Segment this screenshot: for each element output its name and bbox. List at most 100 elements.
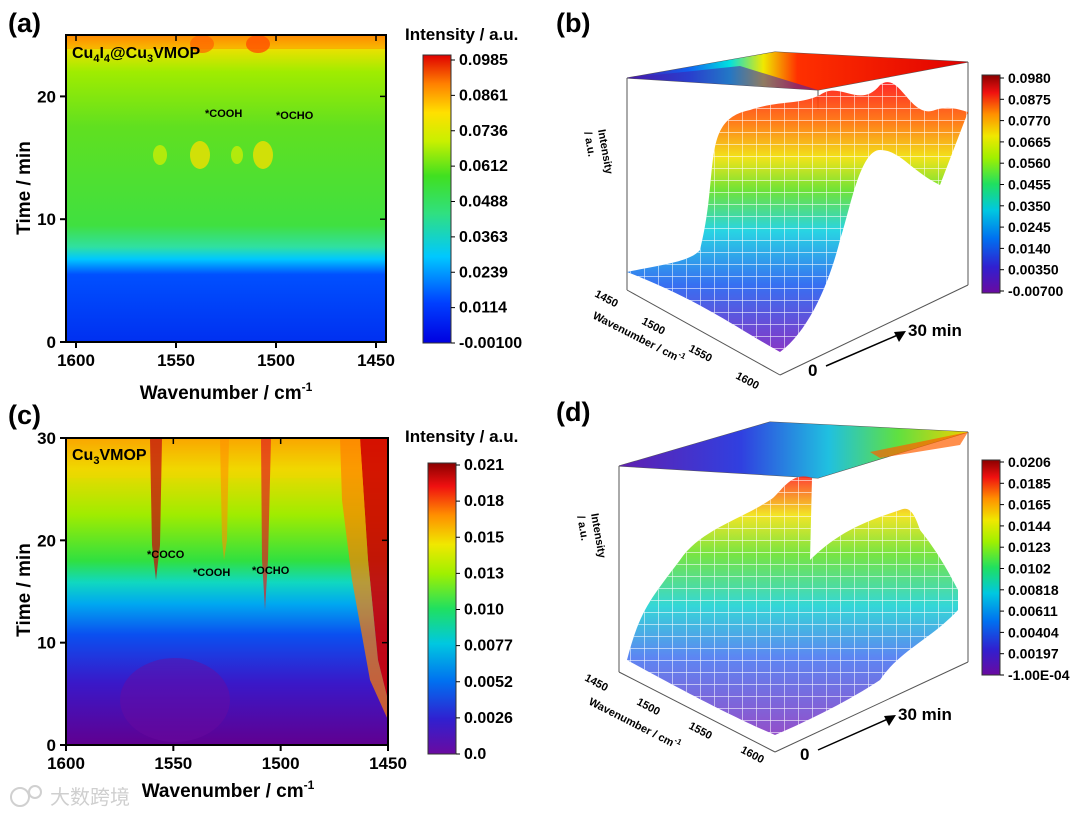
annotation-coco-c: *COCO — [147, 549, 185, 561]
surface-b-box-edge — [779, 284, 969, 376]
x-tick-label: 1550 — [154, 754, 192, 773]
colorbar-c — [427, 462, 457, 755]
heatmap-c-low-region — [120, 658, 230, 742]
colorbar-tick-label: 0.013 — [464, 565, 504, 582]
colorbar-tick-label: 0.0560 — [1008, 155, 1051, 171]
y-axis-label-c: Time / min — [14, 543, 35, 637]
time-end-d: 30 min — [898, 705, 952, 724]
y-tick-label: 10 — [37, 634, 56, 653]
heatmap-c-coco-streak — [150, 438, 162, 580]
x-tick-label: 1500 — [262, 754, 300, 773]
wavenumber-tick-label: 1550 — [687, 343, 714, 365]
colorbar-d-ticks: 0.0206 0.0185 0.0165 0.0144 0.0123 0.0102 0.00… — [1000, 454, 1070, 683]
heatmap-c-streak — [220, 438, 229, 560]
colorbar-tick-label: 0.0612 — [459, 158, 508, 175]
y-axis-label-a: Time / min — [14, 141, 35, 235]
colorbar-tick-label: 0.0185 — [1008, 475, 1051, 491]
heatmap-c-frame — [65, 437, 389, 746]
heatmap-c-ocho-streak — [261, 438, 271, 610]
wavenumber-tick-label: 1600 — [734, 370, 761, 392]
panel-label-b: (b) — [556, 8, 590, 38]
time-end-b: 30 min — [908, 321, 962, 340]
colorbar-tick-label: 0.0123 — [1008, 539, 1051, 555]
watermark-logo-icon — [28, 785, 42, 799]
wavenumber-tick-label: 1600 — [739, 744, 766, 766]
surface-d-projection-hot — [870, 432, 968, 458]
colorbar-tick-label: 0.0077 — [464, 638, 513, 655]
heatmap-a-hotspot — [246, 35, 270, 53]
colorbar-tick-label: 0.00197 — [1008, 646, 1059, 662]
heatmap-a-top-band — [66, 35, 386, 49]
colorbar-tick-label: 0.0239 — [459, 264, 508, 281]
heatmap-a-field — [66, 35, 386, 342]
annotation-cooh-a: *COOH — [205, 108, 242, 120]
heatmap-a-frame — [65, 34, 387, 343]
colorbar-tick-label: 0.0861 — [459, 87, 508, 104]
heatmap-a-axes: 1600 1550 1500 1450 0 10 20 — [37, 35, 395, 370]
colorbar-tick-label: 0.0736 — [459, 123, 508, 140]
colorbar-tick-label: 0.0980 — [1008, 70, 1051, 86]
heatmap-a-hotspot — [190, 35, 214, 53]
x-tick-label: 1550 — [157, 351, 195, 370]
colorbar-title-c: Intensity / a.u. — [405, 427, 518, 446]
y-tick-label: 0 — [47, 333, 56, 352]
colorbar-title-a: Intensity / a.u. — [405, 25, 518, 44]
time-start-d: 0 — [800, 745, 809, 764]
surface-b-projection-shade — [627, 66, 818, 90]
colorbar-tick-label: -1.00E-04 — [1008, 667, 1070, 683]
time-arrow-d — [817, 717, 891, 751]
heatmap-c-right-edge — [360, 438, 388, 700]
x-tick-label: 1600 — [57, 351, 95, 370]
colorbar-tick-label: 0.0140 — [1008, 240, 1051, 256]
annotation-ocho-a: *OCHO — [276, 110, 314, 122]
sample-label-a: Cu4I4@Cu3VMOP — [72, 45, 201, 65]
sample-label-c: Cu3VMOP — [72, 447, 147, 467]
colorbar-tick-label: 0.0206 — [1008, 454, 1051, 470]
watermark-text: 大数跨境 — [50, 786, 130, 809]
wavenumber-tick-label: 1450 — [583, 672, 610, 694]
colorbar-d — [981, 459, 1001, 676]
heatmap-a-hotspot — [190, 141, 210, 169]
colorbar-tick-label: 0.00818 — [1008, 582, 1059, 598]
colorbar-tick-label: 0.0144 — [1008, 518, 1051, 534]
heatmap-c: Cu3VMOP *COCO *COOH *OCHO 1600 1550 1500 14… — [14, 427, 518, 802]
colorbar-tick-label: 0.021 — [464, 457, 504, 474]
colorbar-tick-label: -0.00100 — [459, 335, 522, 352]
z-axis-label-d: Intensity/ a.u. — [574, 512, 608, 562]
colorbar-tick-label: 0.0350 — [1008, 198, 1051, 214]
heatmap-c-axes: 1600 1550 1500 1450 0 10 20 30 — [37, 429, 407, 773]
colorbar-tick-label: 0.00350 — [1008, 262, 1059, 278]
panel-label-d: (d) — [556, 397, 590, 427]
surface-d-box-edge — [774, 661, 969, 753]
time-start-b: 0 — [808, 361, 817, 380]
watermark: 大数跨境 — [10, 785, 130, 809]
colorbar-tick-label: 0.0102 — [1008, 561, 1051, 577]
y-tick-label: 20 — [37, 531, 56, 550]
annotation-cooh-c: *COOH — [193, 567, 230, 579]
watermark-logo-icon — [10, 787, 30, 807]
colorbar-tick-label: 0.0770 — [1008, 113, 1051, 129]
panel-label-c: (c) — [8, 400, 41, 430]
y-tick-label: 20 — [37, 87, 56, 106]
heatmap-a-hotspot — [253, 141, 273, 169]
colorbar-tick-label: 0.010 — [464, 602, 504, 619]
surface-b-grid — [627, 82, 968, 353]
heatmap-a-hotspot — [153, 145, 167, 165]
x-tick-label: 1450 — [357, 351, 395, 370]
colorbar-tick-label: 0.0875 — [1008, 91, 1051, 107]
heatmap-a-hotspot — [231, 146, 243, 164]
x-axis-label-c: Wavenumber / cm-1 — [142, 778, 315, 802]
wavenumber-label-d: Wavenumber / cm-1 — [587, 693, 684, 752]
colorbar-tick-label: 0.018 — [464, 493, 504, 510]
z-axis-label-b: Intensity/ a.u. — [581, 128, 615, 178]
annotation-ocho-c: *OCHO — [252, 565, 290, 577]
y-tick-label: 0 — [47, 736, 56, 755]
x-tick-label: 1500 — [257, 351, 295, 370]
surface-d-box-edge — [618, 671, 776, 753]
colorbar-tick-label: 0.00404 — [1008, 624, 1059, 640]
colorbar-tick-label: 0.0245 — [1008, 219, 1051, 235]
panel-label-a: (a) — [8, 8, 41, 38]
time-arrowhead-d — [884, 715, 896, 726]
colorbar-a-ticks: 0.0985 0.0861 0.0736 0.0612 0.0488 0.0363 0.02… — [451, 52, 522, 352]
